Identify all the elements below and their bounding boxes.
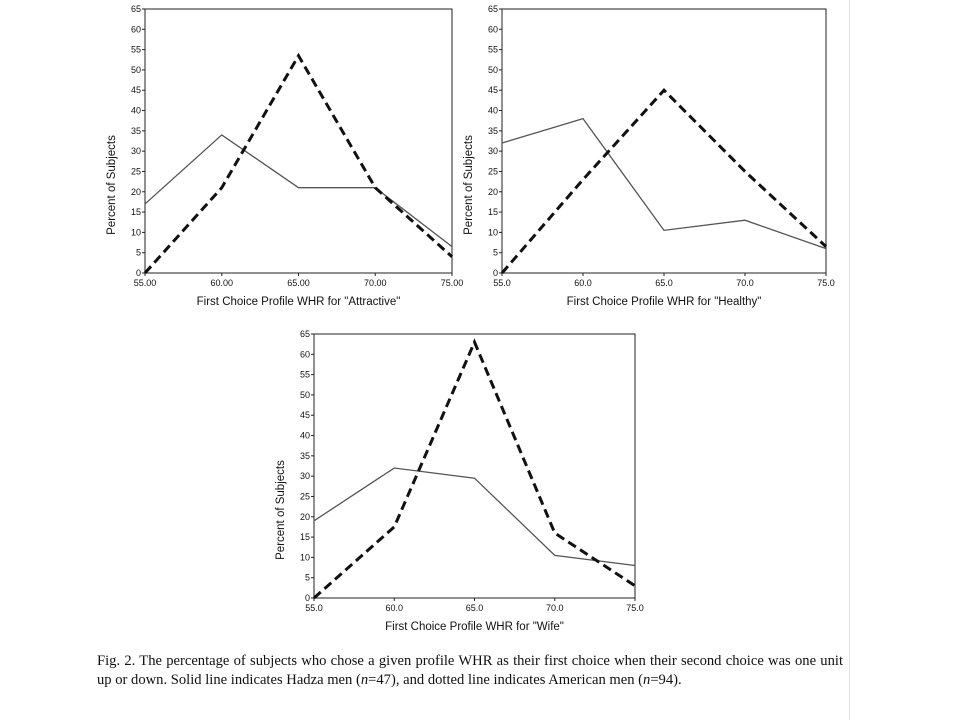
y-tick-label: 20 (300, 512, 310, 522)
y-tick-label: 65 (300, 329, 310, 339)
x-tick-label: 75.0 (817, 278, 835, 288)
x-tick-label: 70.00 (364, 278, 387, 288)
x-tick-label: 60.0 (385, 603, 403, 613)
x-tick-label: 60.0 (574, 278, 592, 288)
y-tick-label: 40 (131, 106, 141, 116)
x-tick-label: 55.00 (134, 278, 157, 288)
y-tick-label: 15 (300, 532, 310, 542)
x-axis-label: First Choice Profile WHR for "Wife" (385, 621, 564, 633)
y-tick-label: 40 (300, 431, 310, 441)
y-tick-label: 25 (488, 166, 498, 176)
chart-attractive: 0 5 10 15 20 25 30 35 40 45 50 55 60 65 55.00 60.00 65.0… (106, 4, 464, 308)
y-tick-label: 55 (488, 45, 498, 55)
y-tick-label: 60 (488, 24, 498, 34)
y-tick-label: 25 (131, 166, 141, 176)
y-tick-label: 5 (305, 573, 310, 583)
y-tick-label: 35 (488, 126, 498, 136)
y-tick-label: 65 (488, 4, 498, 14)
y-tick-label: 30 (300, 471, 310, 481)
x-tick-label: 55.0 (493, 278, 511, 288)
page-edge-divider (849, 0, 850, 720)
y-tick-label: 15 (488, 207, 498, 217)
y-tick-label: 35 (300, 451, 310, 461)
y-tick-label: 65 (131, 4, 141, 14)
x-tick-label: 55.0 (305, 603, 323, 613)
series-line-american-dashed (143, 52, 454, 275)
y-tick-label: 40 (488, 106, 498, 116)
y-tick-label: 10 (488, 227, 498, 237)
plot-frame (313, 333, 636, 599)
x-tick-label: 70.0 (736, 278, 754, 288)
caption-n-symbol: n (643, 672, 651, 688)
y-tick-label: 0 (493, 268, 498, 278)
y-tick-label: 20 (488, 187, 498, 197)
x-tick-label: 75.00 (441, 278, 464, 288)
y-tick-label: 60 (131, 24, 141, 34)
caption-part-1: Fig. 2. The percentage of subjects who c… (97, 653, 843, 688)
y-tick-label: 20 (131, 187, 141, 197)
x-tick-label: 65.0 (655, 278, 673, 288)
series-line-american-dashed (313, 338, 636, 600)
caption-part-2: =47), and dotted line indicates American… (368, 672, 644, 688)
y-tick-label: 35 (131, 126, 141, 136)
y-tick-label: 45 (300, 410, 310, 420)
y-axis-label: Percent of Subjects (463, 135, 475, 235)
y-tick-label: 50 (300, 390, 310, 400)
x-tick-label: 70.0 (546, 603, 564, 613)
chart-wife: 0 5 10 15 20 25 30 35 40 45 50 55 60 65 55.0 60.0 65.0 70… (275, 329, 644, 633)
y-tick-label: 10 (131, 227, 141, 237)
y-tick-label: 0 (305, 593, 310, 603)
y-tick-label: 5 (136, 248, 141, 258)
y-tick-label: 55 (131, 45, 141, 55)
x-axis-label: First Choice Profile WHR for "Attractive… (197, 296, 401, 308)
series-line-hadza-solid (313, 467, 636, 567)
x-tick-label: 65.00 (287, 278, 310, 288)
y-tick-label: 30 (488, 146, 498, 156)
series-line-american-dashed (500, 88, 828, 274)
y-tick-label: 45 (488, 85, 498, 95)
y-tick-label: 60 (300, 349, 310, 359)
y-tick-label: 50 (488, 65, 498, 75)
y-tick-label: 50 (131, 65, 141, 75)
y-tick-label: 55 (300, 370, 310, 380)
caption-part-3: =94). (650, 672, 682, 688)
y-tick-label: 5 (493, 248, 498, 258)
x-tick-label: 75.0 (626, 603, 644, 613)
y-tick-label: 15 (131, 207, 141, 217)
y-axis-label: Percent of Subjects (106, 135, 118, 235)
x-tick-label: 60.00 (210, 278, 233, 288)
y-tick-label: 25 (300, 491, 310, 501)
caption-n-symbol: n (360, 672, 369, 688)
y-axis-label: Percent of Subjects (275, 460, 287, 560)
series-line-hadza-solid (501, 117, 827, 250)
y-tick-label: 0 (136, 268, 141, 278)
chart-healthy: 0 5 10 15 20 25 30 35 40 45 50 55 60 65 55.0 60.0 65.0 70… (463, 4, 835, 308)
y-tick-label: 10 (300, 552, 310, 562)
y-tick-label: 30 (131, 146, 141, 156)
x-axis-label: First Choice Profile WHR for "Healthy" (567, 296, 762, 308)
x-tick-label: 65.0 (466, 603, 484, 613)
figure-caption: Fig. 2. The percentage of subjects who c… (97, 652, 843, 690)
y-tick-label: 45 (131, 85, 141, 95)
series-line-hadza-solid (144, 134, 453, 248)
